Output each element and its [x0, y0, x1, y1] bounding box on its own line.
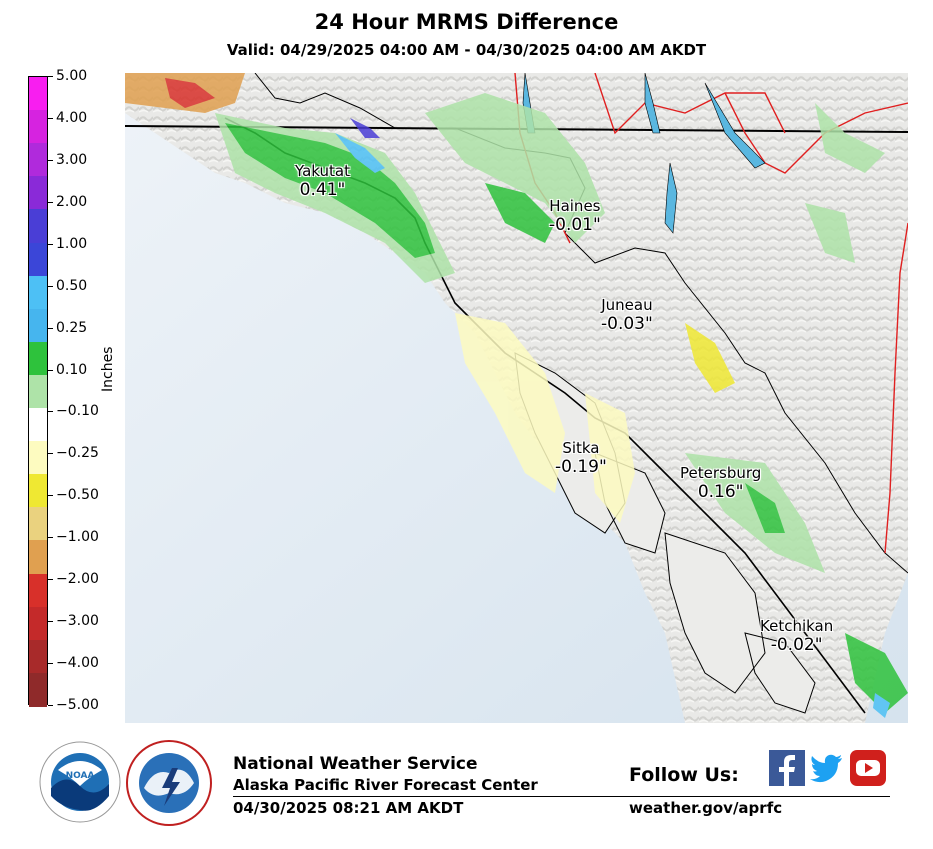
colorbar-segment	[29, 474, 47, 508]
colorbar-tick	[48, 663, 53, 665]
colorbar-tick-label: −3.00	[56, 613, 99, 630]
generated-timestamp: 04/30/2025 08:21 AM AKDT	[233, 799, 464, 817]
city-name: Sitka	[562, 439, 600, 457]
city-value: -0.02"	[770, 635, 823, 655]
website-link[interactable]: weather.gov/aprfc	[629, 799, 783, 817]
colorbar-segment	[29, 341, 47, 376]
city-label: Petersburg 0.16"	[680, 464, 762, 503]
colorbar-tick-label: 0.25	[56, 319, 88, 336]
city-value: 0.41"	[299, 180, 346, 200]
colorbar-title: Inches	[100, 346, 116, 392]
colorbar-tick-label: −0.25	[56, 445, 99, 462]
colorbar-segment	[29, 77, 47, 111]
city-label: Ketchikan -0.02"	[760, 617, 834, 656]
colorbar-segment	[29, 308, 47, 343]
follow-label: Follow Us:	[629, 764, 739, 786]
colorbar-tick	[48, 495, 53, 497]
colorbar-segment	[29, 408, 47, 442]
colorbar-tick	[48, 369, 53, 371]
colorbar-segment	[29, 110, 47, 144]
colorbar-tick-label: −4.00	[56, 655, 99, 672]
colorbar-segment	[29, 606, 47, 641]
colorbar-tick-label: −1.00	[56, 529, 99, 546]
youtube-icon[interactable]	[850, 750, 886, 786]
city-label: Yakutat 0.41"	[295, 162, 350, 201]
org-name: National Weather Service	[233, 754, 478, 774]
colorbar-tick	[48, 705, 53, 706]
colorbar-segment	[29, 143, 47, 177]
colorbar-tick	[48, 243, 53, 245]
city-value: -0.01"	[549, 215, 601, 235]
colorbar-tick	[48, 453, 53, 455]
nws-logo	[126, 740, 212, 826]
city-name: Petersburg	[680, 464, 762, 482]
city-label: Haines -0.01"	[549, 197, 601, 236]
colorbar-tick	[48, 327, 53, 329]
valid-period: Valid: 04/29/2025 04:00 AM - 04/30/2025 …	[226, 41, 707, 59]
colorbar-segment	[29, 639, 47, 674]
noaa-logo-text: NOAA	[66, 771, 95, 781]
noaa-logo: NOAA	[39, 741, 121, 823]
precip-map: Yakutat 0.41" Haines -0.01" Juneau -0.03…	[125, 73, 908, 723]
colorbar-tick-label: 2.00	[56, 193, 88, 210]
colorbar-tick-label: 4.00	[56, 109, 88, 126]
colorbar-tick-label: 5.00	[56, 68, 88, 84]
colorbar	[28, 76, 48, 707]
colorbar-segment	[29, 209, 47, 244]
colorbar-segment	[29, 573, 47, 608]
colorbar-segment	[29, 441, 47, 475]
city-value: -0.03"	[601, 314, 653, 334]
colorbar-segment	[29, 540, 47, 575]
colorbar-tick-label: 0.10	[56, 361, 88, 378]
colorbar-segment	[29, 242, 47, 277]
org-sub: Alaska Pacific River Forecast Center	[233, 776, 538, 794]
colorbar-tick-label: −0.50	[56, 487, 99, 504]
footer-rule	[233, 796, 890, 797]
colorbar-tick	[48, 621, 53, 623]
city-value: -0.19"	[555, 457, 607, 477]
colorbar-segment	[29, 176, 47, 211]
colorbar-tick-label: −2.00	[56, 571, 99, 588]
city-name: Yakutat	[295, 162, 350, 180]
colorbar-tick	[48, 117, 53, 119]
city-name: Haines	[549, 197, 601, 215]
colorbar-tick-label: 3.00	[56, 151, 88, 168]
colorbar-segment	[29, 672, 47, 707]
colorbar-tick-label: 0.50	[56, 277, 88, 294]
colorbar-segment	[29, 507, 47, 542]
colorbar-tick	[48, 285, 53, 287]
colorbar-tick	[48, 537, 53, 539]
colorbar-tick	[48, 159, 53, 161]
colorbar-tick-label: −0.10	[56, 403, 99, 420]
twitter-icon[interactable]	[808, 750, 844, 786]
colorbar-tick	[48, 201, 53, 203]
colorbar-segment	[29, 374, 47, 409]
border-line	[254, 73, 908, 574]
city-label: Sitka -0.19"	[555, 439, 607, 478]
colorbar-tick-label: 1.00	[56, 235, 88, 252]
precip-patches	[125, 73, 908, 718]
colorbar-tick	[48, 579, 53, 581]
city-name: Juneau	[601, 296, 653, 314]
colorbar-tick-label: −5.00	[56, 697, 99, 713]
city-value: 0.16"	[697, 482, 744, 502]
map-canvas	[125, 73, 908, 723]
map-title: 24 Hour MRMS Difference	[314, 10, 619, 34]
colorbar-tick	[48, 411, 53, 413]
facebook-icon[interactable]	[769, 750, 805, 786]
city-label: Juneau -0.03"	[601, 296, 653, 335]
colorbar-tick	[48, 76, 53, 77]
colorbar-segment	[29, 275, 47, 310]
city-name: Ketchikan	[760, 617, 834, 635]
